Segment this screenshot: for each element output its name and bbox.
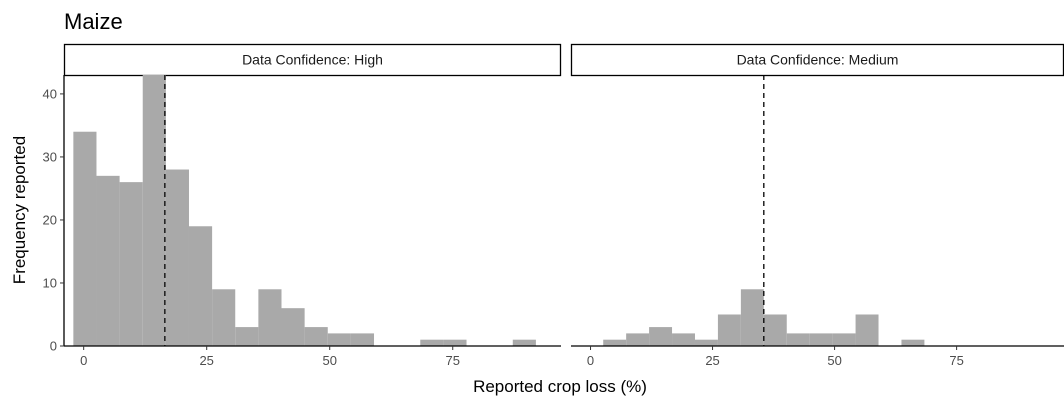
histogram-bar (165, 169, 189, 346)
histogram-bar (763, 314, 787, 346)
x-tick-label: 75 (949, 353, 963, 368)
histogram-bar (96, 175, 120, 346)
panel-2: Data Confidence: Medium 0 25 50 75 (570, 43, 1064, 368)
histogram-bar (327, 333, 351, 346)
histogram-bar (235, 327, 259, 346)
panel-1: Data Confidence: High 0 25 50 75 0 10 20 30 40 (43, 43, 562, 368)
histogram-bar (212, 289, 236, 346)
chart-title: Maize (64, 9, 123, 34)
histogram-bar (717, 314, 741, 346)
histogram-bar (73, 131, 97, 346)
histogram-bar (281, 308, 305, 346)
histogram-bar (443, 339, 467, 346)
histogram-bar (350, 333, 375, 346)
x-tick-label: 0 (587, 353, 594, 368)
facet-strip-box (570, 43, 1064, 77)
histogram-bar (304, 327, 328, 346)
facet-strip-box (63, 43, 562, 77)
histogram-bar (512, 339, 536, 346)
histogram-bar (855, 314, 879, 346)
y-tick-label: 40 (43, 86, 57, 101)
y-tick-label: 0 (50, 339, 57, 354)
histogram-bar (832, 333, 856, 346)
y-tick-label: 20 (43, 212, 57, 227)
histogram-bar (672, 333, 695, 346)
histogram-bar (603, 339, 627, 346)
histogram-bar (809, 333, 833, 346)
facet-strip-label: Data Confidence: High (242, 52, 383, 68)
histogram-bar (119, 182, 143, 346)
x-tick-label: 50 (827, 353, 841, 368)
x-tick-label: 75 (446, 353, 460, 368)
histogram-bar (142, 75, 166, 346)
histogram-bar (649, 327, 673, 346)
histogram-bar (188, 226, 213, 346)
x-tick-label: 25 (705, 353, 719, 368)
histogram-bar (901, 339, 925, 346)
histogram-bar (420, 339, 444, 346)
histogram-bar (626, 333, 650, 346)
x-tick-label: 50 (322, 353, 336, 368)
facet-strip-label: Data Confidence: Medium (737, 52, 899, 68)
histogram-bar (694, 339, 718, 346)
histogram-bar (786, 333, 810, 346)
y-tick-label: 10 (43, 275, 57, 290)
x-tick-label: 0 (80, 353, 87, 368)
histogram-bar (740, 289, 764, 346)
histogram-bar (258, 289, 282, 346)
x-axis-title: Reported crop loss (%) (473, 377, 647, 396)
y-axis-title: Frequency reported (10, 136, 29, 284)
x-tick-label: 25 (199, 353, 213, 368)
y-tick-label: 30 (43, 149, 57, 164)
